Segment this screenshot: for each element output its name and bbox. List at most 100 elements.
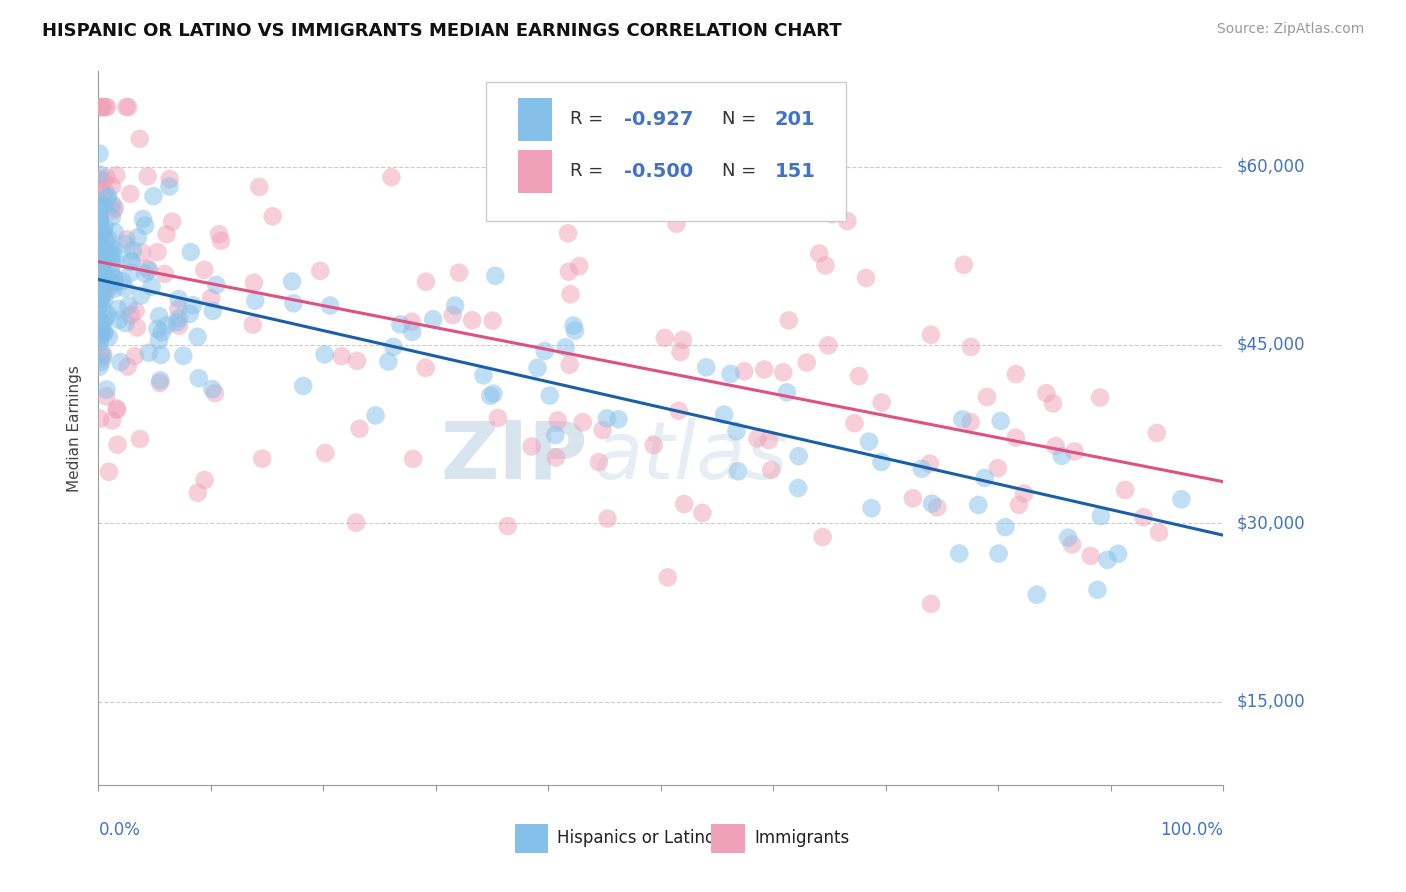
Point: [1090, 509, 1112, 524]
Point: [596, 511, 619, 525]
Point: [94, 244, 117, 258]
Bar: [515, 824, 548, 853]
Point: [129, 288, 152, 302]
Point: [103, 203, 125, 218]
Point: [472, 368, 495, 383]
Point: [93, 269, 115, 284]
Point: [124, 304, 146, 318]
Point: [187, 330, 209, 344]
Point: [89, 224, 111, 238]
Point: [89, 236, 111, 251]
Point: [194, 473, 217, 487]
Point: [727, 464, 749, 478]
Point: [111, 274, 134, 288]
Point: [787, 481, 810, 495]
Point: [172, 349, 194, 363]
Point: [918, 457, 941, 471]
Point: [630, 195, 652, 210]
Point: [1107, 547, 1129, 561]
Point: [103, 282, 125, 296]
Point: [89, 100, 111, 114]
Point: [89, 326, 111, 340]
Point: [796, 356, 818, 370]
Point: [281, 275, 304, 289]
Point: [668, 404, 690, 418]
Text: Source: ZipAtlas.com: Source: ZipAtlas.com: [1216, 22, 1364, 37]
Point: [987, 547, 1010, 561]
Point: [1057, 531, 1080, 545]
Point: [1080, 549, 1102, 563]
Text: ZIP: ZIP: [440, 417, 588, 496]
Point: [747, 432, 769, 446]
Point: [101, 210, 124, 224]
Point: [209, 234, 232, 248]
Point: [1008, 498, 1031, 512]
Point: [107, 301, 129, 316]
Point: [160, 214, 183, 228]
Point: [89, 246, 111, 260]
Point: [93, 304, 115, 318]
Point: [89, 335, 111, 350]
Point: [557, 227, 579, 241]
Point: [1088, 391, 1111, 405]
Point: [91, 244, 114, 258]
Point: [1097, 553, 1119, 567]
Point: [990, 414, 1012, 428]
Point: [607, 412, 630, 426]
Point: [309, 264, 332, 278]
Point: [713, 408, 735, 422]
Point: [1042, 396, 1064, 410]
Point: [380, 170, 402, 185]
Point: [533, 343, 555, 358]
Text: -0.927: -0.927: [624, 110, 693, 128]
Point: [136, 261, 159, 276]
Point: [90, 346, 112, 360]
Point: [187, 371, 209, 385]
Text: $60,000: $60,000: [1237, 158, 1305, 176]
Point: [921, 497, 943, 511]
Point: [415, 360, 437, 375]
Point: [90, 100, 112, 114]
Point: [91, 260, 114, 275]
Point: [564, 324, 586, 338]
Point: [103, 270, 125, 285]
Point: [247, 180, 270, 194]
Point: [1146, 425, 1168, 440]
Point: [848, 369, 870, 384]
Point: [91, 199, 114, 213]
Point: [90, 244, 112, 258]
Point: [107, 437, 129, 451]
Point: [204, 386, 226, 401]
Point: [588, 455, 610, 469]
Point: [101, 256, 124, 270]
Point: [201, 304, 224, 318]
Point: [967, 498, 990, 512]
Point: [93, 325, 115, 339]
Point: [208, 227, 231, 242]
Point: [97, 308, 120, 322]
Point: [89, 201, 111, 215]
Point: [97, 189, 120, 203]
Point: [181, 298, 204, 312]
Point: [114, 316, 136, 330]
Point: [1060, 537, 1083, 551]
Point: [672, 333, 695, 347]
Point: [96, 100, 118, 114]
Point: [89, 359, 111, 374]
Point: [159, 172, 181, 186]
Point: [994, 520, 1017, 534]
Point: [94, 389, 117, 403]
Point: [89, 288, 111, 302]
Point: [146, 322, 169, 336]
Point: [1012, 486, 1035, 500]
Point: [89, 229, 111, 244]
Point: [149, 348, 172, 362]
Point: [571, 415, 593, 429]
Point: [120, 254, 142, 268]
Point: [89, 213, 111, 227]
Point: [94, 312, 117, 326]
Point: [91, 253, 114, 268]
Point: [91, 318, 114, 332]
Point: [89, 248, 111, 262]
Point: [104, 250, 127, 264]
